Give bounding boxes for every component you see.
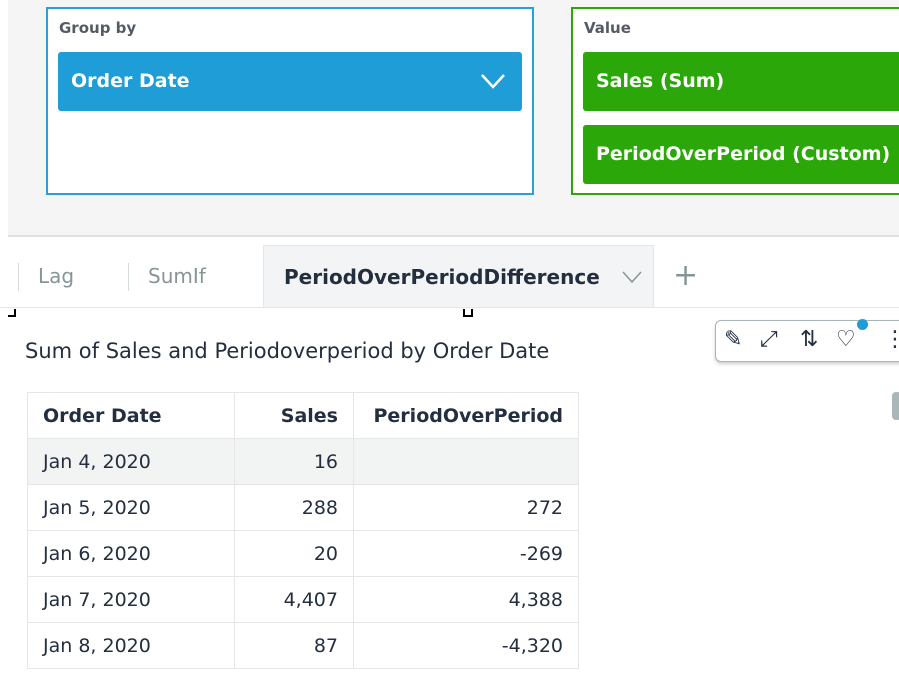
table-row[interactable]: Jan 4, 2020 16 [27,438,579,485]
sheet-tabs: Lag SumIf PeriodOverPeriodDifference + [0,245,899,308]
tab-lag[interactable]: Lag [38,264,75,288]
value-label: Value [584,19,631,37]
value-well[interactable]: Value Sales (Sum) PeriodOverPeriod (Cust… [571,7,899,195]
field-wells-panel: Group by Order Date Value Sales (Sum) Pe… [8,0,899,237]
add-sheet-button[interactable]: + [673,258,699,293]
cell-sales: 288 [234,484,354,531]
column-header-periodoverperiod[interactable]: PeriodOverPeriod [353,392,579,439]
field-label: Sales (Sum) [596,70,725,92]
column-header-order-date[interactable]: Order Date [27,392,235,439]
table-row[interactable]: Jan 6, 2020 20 -269 [27,530,579,577]
cell-sales: 16 [234,438,354,485]
tab-periodoverperioddifference[interactable]: PeriodOverPeriodDifference [263,245,654,307]
cell-periodoverperiod: 272 [353,484,579,531]
visual-title: Sum of Sales and Periodoverperiod by Ord… [25,339,550,363]
group-by-label: Group by [59,19,137,37]
periodoverperiod-field-pill[interactable]: PeriodOverPeriod (Custom) [583,125,899,184]
pencil-icon[interactable]: ✎ [724,327,743,352]
notification-dot [857,319,868,330]
cell-periodoverperiod: -269 [353,530,579,577]
chevron-down-icon[interactable] [480,72,506,90]
resize-handle[interactable] [8,309,16,317]
column-header-sales[interactable]: Sales [234,392,354,439]
tab-sumif[interactable]: SumIf [148,264,206,288]
cell-order-date: Jan 8, 2020 [27,622,235,669]
lightbulb-icon[interactable]: ♡ [836,327,856,352]
field-label: PeriodOverPeriod (Custom) [596,143,891,165]
cell-periodoverperiod: 4,388 [353,576,579,623]
data-table: Order Date Sales PeriodOverPeriod Jan 4,… [27,392,579,669]
cell-sales: 4,407 [234,576,354,623]
group-by-well[interactable]: Group by Order Date [46,7,534,195]
chevron-down-icon[interactable] [621,270,643,284]
scrollbar[interactable] [892,392,899,420]
cell-sales: 20 [234,530,354,577]
table-row[interactable]: Jan 7, 2020 4,407 4,388 [27,576,579,623]
more-icon[interactable]: ⋮ [884,327,899,352]
cell-order-date: Jan 4, 2020 [27,438,235,485]
visual-toolbar: ✎ ⤢ ⇅ ♡ ⋮ [715,319,899,362]
sales-field-pill[interactable]: Sales (Sum) [583,52,899,111]
swap-icon[interactable]: ⇅ [800,327,819,352]
table-row[interactable]: Jan 8, 2020 87 -4,320 [27,622,579,669]
tab-label: PeriodOverPeriodDifference [284,265,600,289]
order-date-field-pill[interactable]: Order Date [58,52,522,111]
cell-periodoverperiod: -4,320 [353,622,579,669]
cell-sales: 87 [234,622,354,669]
tab-divider [128,263,129,291]
cell-order-date: Jan 5, 2020 [27,484,235,531]
cell-order-date: Jan 6, 2020 [27,530,235,577]
expand-icon[interactable]: ⤢ [760,327,778,352]
cell-periodoverperiod [353,438,579,485]
cell-order-date: Jan 7, 2020 [27,576,235,623]
field-label: Order Date [71,70,190,92]
table-row[interactable]: Jan 5, 2020 288 272 [27,484,579,531]
table-header-row: Order Date Sales PeriodOverPeriod [27,392,579,439]
tab-divider [18,263,19,291]
resize-handle[interactable] [463,309,473,317]
